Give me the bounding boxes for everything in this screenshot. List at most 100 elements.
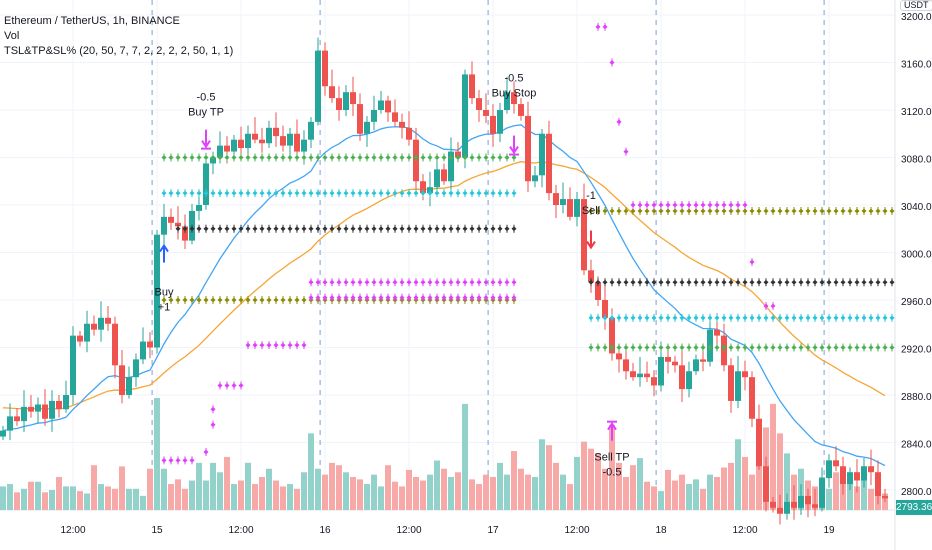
candle-body (630, 371, 636, 378)
marker-diamond (721, 279, 727, 285)
marker-diamond (805, 345, 811, 350)
marker-diamond (392, 279, 398, 285)
marker-diamond (203, 155, 209, 160)
marker-diamond (364, 226, 370, 232)
marker-diamond (448, 279, 454, 285)
magenta-level-a (441, 278, 447, 287)
currency-button[interactable]: USDT (900, 0, 932, 11)
sell-entry-level (791, 278, 797, 287)
marker-diamond (336, 155, 342, 160)
magenta-level-b (308, 293, 314, 302)
sell-arrow-icon (586, 230, 596, 250)
y-tick-label: 3040.00 (901, 202, 932, 213)
marker-diamond (469, 155, 475, 160)
candle-body (756, 418, 762, 467)
marker-diamond (196, 226, 202, 232)
marker-diamond (301, 297, 307, 303)
buy-sl-level (203, 296, 209, 304)
sell-tp1-level (868, 313, 874, 322)
marker-diamond (182, 190, 188, 196)
marker-diamond (595, 24, 601, 30)
volume-bar (273, 480, 279, 510)
magenta-level-a (343, 278, 349, 287)
buy-tp-label: -0.5 (197, 92, 216, 104)
marker-diamond (728, 315, 734, 321)
sell-entry-level (602, 278, 608, 287)
marker-diamond (763, 315, 769, 321)
marker-diamond (805, 279, 811, 285)
marker-diamond (644, 345, 650, 350)
marker-diamond (651, 208, 657, 214)
marker-diamond (378, 295, 384, 301)
marker-diamond (427, 279, 433, 285)
volume-bar (574, 456, 580, 510)
marker-diamond (462, 190, 468, 196)
candle-body (749, 377, 755, 419)
candle-body (399, 121, 405, 128)
volume-bar (581, 441, 587, 510)
sell-entry-level (637, 278, 643, 287)
marker-diamond (588, 345, 594, 350)
candle-body (301, 139, 307, 152)
marker-diamond (721, 315, 727, 321)
sell-entry-level (847, 278, 853, 287)
marker-diamond (728, 345, 734, 350)
marker-diamond (616, 119, 622, 125)
volume-bar (567, 484, 573, 510)
candle-body (728, 365, 734, 401)
volume-bar (686, 484, 692, 510)
candle (854, 459, 860, 493)
marker-diamond (448, 190, 454, 196)
sell-sl-level (791, 206, 797, 215)
marker-diamond (224, 155, 230, 160)
marker-diamond (217, 190, 223, 196)
buy-entry-level (336, 224, 342, 233)
sell-tp2-level (735, 343, 741, 352)
candle (602, 285, 608, 330)
candle-body (854, 472, 860, 481)
tsl-indicator-label[interactable]: TSL&TP&SL% (20, 50, 7, 7, 2, 2, 2, 2, 50… (4, 45, 234, 57)
marker-diamond (602, 315, 608, 321)
candle-body (679, 365, 685, 390)
marker-diamond (672, 315, 678, 321)
marker-diamond (861, 208, 867, 214)
trailing-stop-marker (252, 341, 258, 350)
volume-bar (49, 489, 55, 510)
marker-diamond (420, 295, 426, 301)
candle-body (315, 50, 321, 122)
candle (175, 206, 181, 240)
marker-diamond (231, 190, 237, 196)
marker-diamond (644, 208, 650, 214)
sell-entry-level (784, 278, 790, 287)
trailing-stop-marker (182, 456, 188, 465)
symbol-title[interactable]: Ethereum / TetherUS, 1h, BINANCE (4, 15, 180, 27)
buy-tp1-level (434, 189, 440, 198)
candle-body (868, 466, 874, 473)
magenta-level-b (406, 293, 412, 302)
candle (70, 326, 76, 405)
candle-body (672, 361, 678, 366)
magenta-level-a (434, 278, 440, 287)
volume-bar (329, 462, 335, 510)
sell-entry-level (644, 278, 650, 287)
marker-diamond (693, 315, 699, 321)
marker-diamond (238, 383, 244, 388)
sell-tp2-level (651, 343, 657, 352)
marker-diamond (343, 279, 349, 285)
buy-tp2-level (252, 153, 258, 162)
trailing-stop-marker (231, 381, 237, 390)
volume-bar (35, 481, 41, 510)
candle (161, 203, 167, 247)
marker-diamond (371, 295, 377, 301)
sell-tp1-level (882, 313, 888, 322)
marker-diamond (742, 208, 748, 214)
marker-diamond (217, 226, 223, 232)
trailing-stop-marker (686, 201, 692, 209)
marker-diamond (742, 315, 748, 321)
marker-diamond (287, 155, 293, 160)
volume-indicator-label[interactable]: Vol (4, 30, 20, 42)
marker-diamond (266, 155, 272, 160)
marker-diamond (462, 279, 468, 285)
sell-tp2-level (623, 343, 629, 352)
